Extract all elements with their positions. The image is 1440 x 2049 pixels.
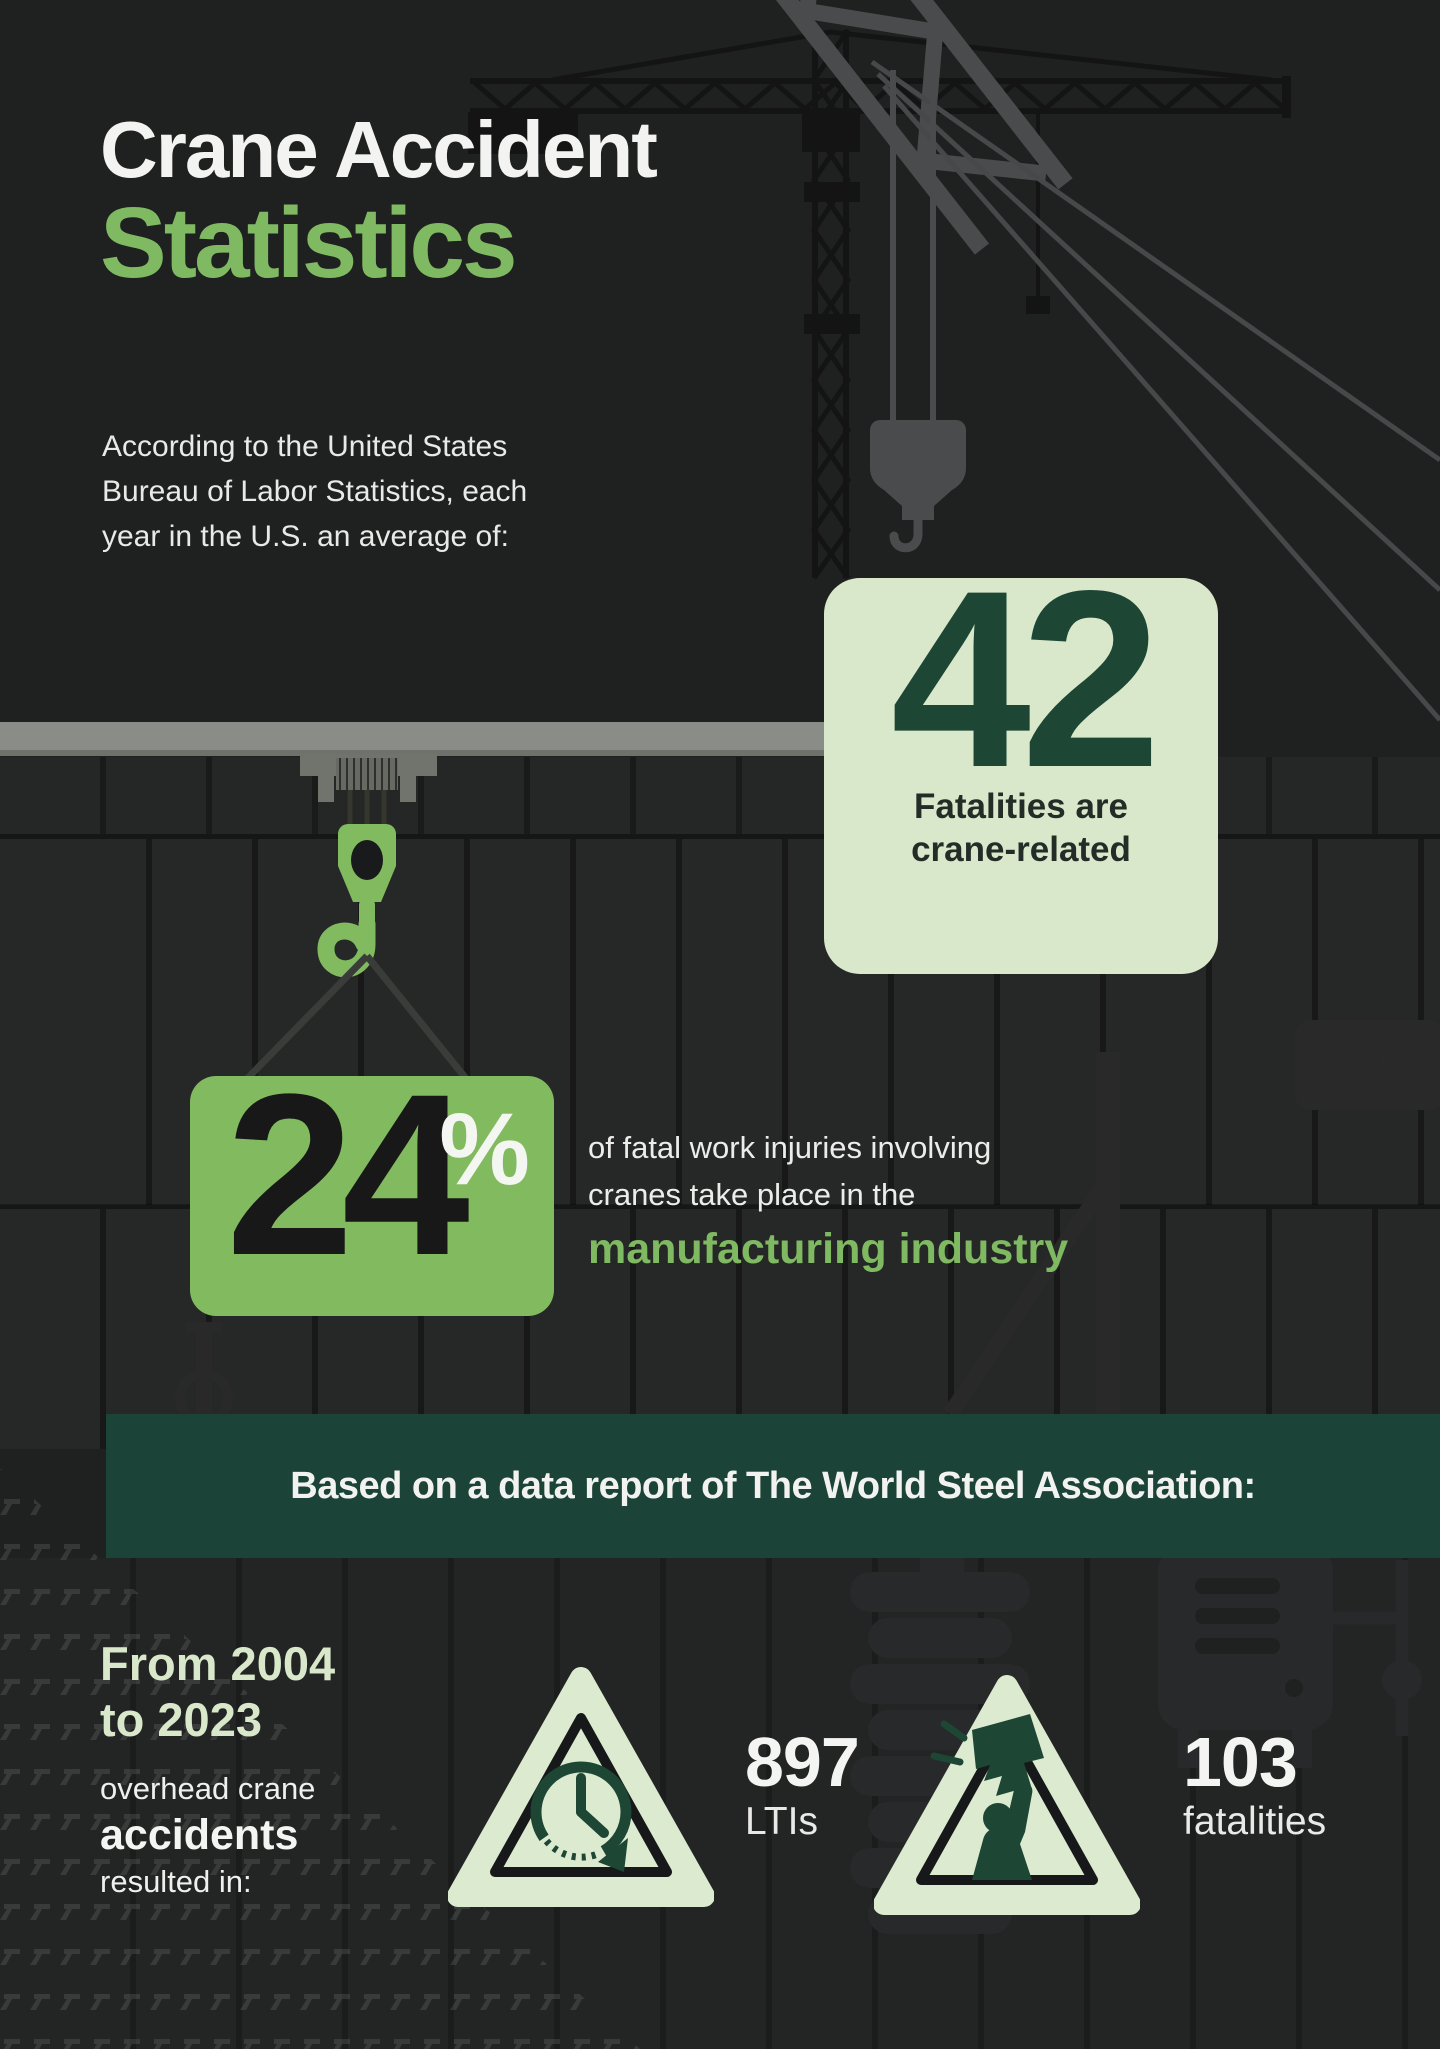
falling-object-warning-triangle-icon xyxy=(874,1675,1140,1915)
crane-trolley xyxy=(300,754,437,828)
slotted-machine-silhouette xyxy=(1158,1545,1422,1768)
hoist-pulley-block xyxy=(870,70,966,553)
manufacturing-industry-highlight: manufacturing industry xyxy=(588,1225,1069,1273)
report-context: overhead crane accidents resulted in: xyxy=(100,1768,315,1903)
wall-seam xyxy=(0,834,1440,839)
description-line: cranes take place in the xyxy=(588,1177,916,1212)
fatalities-label: Fatalities are crane-related xyxy=(911,787,1131,869)
context-line: resulted in: xyxy=(100,1864,252,1900)
derrick-boom-silhouette xyxy=(371,0,1440,722)
manufacturing-stat-description: of fatal work injuries involving cranes … xyxy=(588,1124,1068,1273)
page-title-line2: Statistics xyxy=(100,187,518,299)
description-line: of fatal work injuries involving xyxy=(588,1130,992,1165)
banner-text: Based on a data report of The World Stee… xyxy=(290,1464,1256,1507)
percent-symbol: % xyxy=(439,1092,530,1206)
wall-seam xyxy=(0,1204,1440,1209)
manufacturing-stat-value: 24 xyxy=(226,1046,470,1303)
fatality-count: 103 xyxy=(1183,1723,1298,1801)
intro-line: Bureau of Labor Statistics, each xyxy=(102,475,528,508)
lti-count: 897 xyxy=(745,1723,860,1801)
context-line: overhead crane xyxy=(100,1771,316,1806)
context-emphasis: accidents xyxy=(100,1810,299,1859)
intro-line: According to the United States xyxy=(102,430,508,463)
lti-label: LTIs xyxy=(745,1800,818,1843)
falling-object-glyph xyxy=(930,1714,1044,1880)
crane-hook-icon xyxy=(317,824,396,978)
report-period: From 2004 to 2023 xyxy=(100,1637,336,1747)
intro-paragraph: According to the United States Bureau of… xyxy=(102,424,527,559)
clock-history-warning-triangle-icon xyxy=(448,1667,714,1907)
fatalities-value: 42 xyxy=(890,539,1161,820)
clock-history-glyph xyxy=(530,1761,632,1872)
manufacturing-stat-sign: 24 % xyxy=(190,1060,554,1316)
fatality-label: fatalities xyxy=(1183,1800,1327,1843)
overhead-crane-rail xyxy=(0,722,826,756)
intro-line: year in the U.S. an average of: xyxy=(102,520,509,553)
fatalities-stat-card: 42 Fatalities are crane-related xyxy=(824,554,1218,974)
sign-cables xyxy=(237,953,475,1089)
page-title-line1: Crane Accident xyxy=(100,105,658,194)
data-report-banner: Based on a data report of The World Stee… xyxy=(106,1414,1440,1558)
